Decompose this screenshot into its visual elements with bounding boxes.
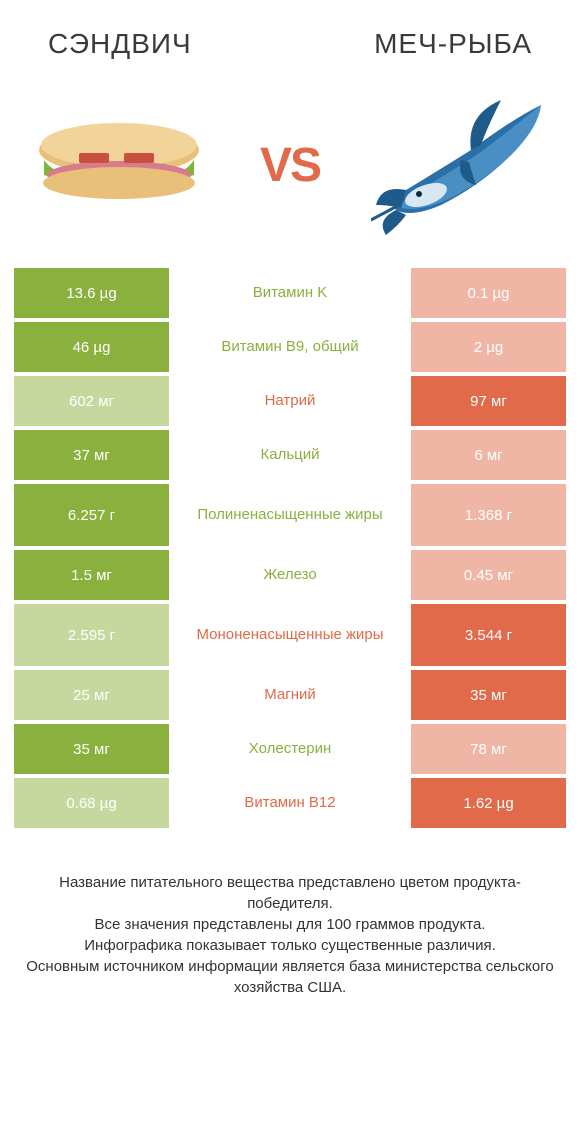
value-right: 1.368 г [411,484,566,546]
nutrient-label: Витамин B9, общий [169,322,411,372]
nutrient-label: Витамин K [169,268,411,318]
images-row: VS [0,70,580,268]
nutrient-label: Натрий [169,376,411,426]
value-left: 35 мг [14,724,169,774]
value-right: 35 мг [411,670,566,720]
nutrient-row: 2.595 гМононенасыщенные жиры3.544 г [14,604,566,666]
sandwich-icon [24,90,214,240]
value-left: 1.5 мг [14,550,169,600]
nutrient-row: 46 µgВитамин B9, общий2 µg [14,322,566,372]
value-right: 78 мг [411,724,566,774]
value-left: 13.6 µg [14,268,169,318]
value-left: 46 µg [14,322,169,372]
nutrient-label: Железо [169,550,411,600]
swordfish-icon [366,90,556,240]
nutrient-label: Кальций [169,430,411,480]
nutrient-row: 37 мгКальций6 мг [14,430,566,480]
header: СЭНДВИЧ МЕЧ-РЫБА [0,0,580,70]
footer-line: Основным источником информации является … [24,956,556,998]
vs-label: VS [260,138,320,193]
footer-notes: Название питательного вещества представл… [0,832,580,998]
nutrient-row: 602 мгНатрий97 мг [14,376,566,426]
value-right: 1.62 µg [411,778,566,828]
footer-line: Инфографика показывает только существенн… [24,935,556,956]
value-left: 602 мг [14,376,169,426]
nutrient-row: 13.6 µgВитамин K0.1 µg [14,268,566,318]
value-right: 2 µg [411,322,566,372]
value-right: 0.1 µg [411,268,566,318]
value-right: 3.544 г [411,604,566,666]
value-left: 25 мг [14,670,169,720]
footer-line: Название питательного вещества представл… [24,872,556,914]
title-right: МЕЧ-РЫБА [374,28,532,60]
nutrient-label: Витамин B12 [169,778,411,828]
nutrient-row: 6.257 гПолиненасыщенные жиры1.368 г [14,484,566,546]
value-right: 6 мг [411,430,566,480]
value-left: 37 мг [14,430,169,480]
comparison-table: 13.6 µgВитамин K0.1 µg46 µgВитамин B9, о… [0,268,580,828]
title-left: СЭНДВИЧ [48,28,192,60]
nutrient-row: 1.5 мгЖелезо0.45 мг [14,550,566,600]
value-right: 97 мг [411,376,566,426]
nutrient-label: Полиненасыщенные жиры [169,484,411,546]
value-left: 2.595 г [14,604,169,666]
value-left: 6.257 г [14,484,169,546]
nutrient-label: Холестерин [169,724,411,774]
nutrient-row: 35 мгХолестерин78 мг [14,724,566,774]
nutrient-label: Магний [169,670,411,720]
value-left: 0.68 µg [14,778,169,828]
nutrient-label: Мононенасыщенные жиры [169,604,411,666]
nutrient-row: 25 мгМагний35 мг [14,670,566,720]
value-right: 0.45 мг [411,550,566,600]
footer-line: Все значения представлены для 100 граммо… [24,914,556,935]
nutrient-row: 0.68 µgВитамин B121.62 µg [14,778,566,828]
